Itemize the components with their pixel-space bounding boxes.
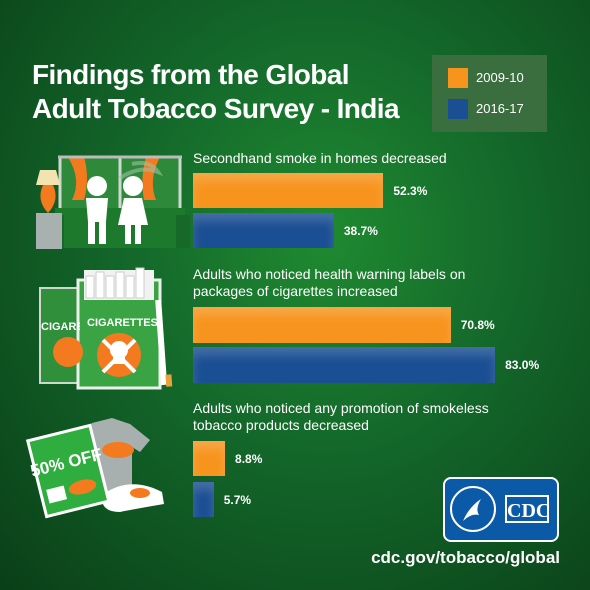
hhs-emblem (450, 486, 496, 532)
legend-swatch (448, 99, 468, 119)
value-label: 70.8% (460, 318, 495, 332)
value-label: 8.8% (235, 451, 263, 466)
category-label: Adults who noticed health warning labels… (193, 266, 466, 299)
logo-text: CDC (505, 495, 550, 523)
bar (193, 441, 226, 476)
legend-label: 2009-10 (476, 70, 524, 85)
logo: CDC (443, 477, 559, 542)
category-label: Adults who noticed any promotion of smok… (193, 400, 489, 433)
title: Findings from the Global Adult Tobacco S… (32, 59, 400, 124)
room-illustration (36, 155, 190, 249)
pack-label: CIGARETTES (41, 321, 112, 333)
pack-label: CIGARETTES (87, 317, 158, 329)
legend-swatch (448, 68, 468, 88)
legend-label: 2016-17 (476, 101, 524, 116)
promotion-illustration: 50% OFF (25, 418, 164, 519)
category-label: Secondhand smoke in homes decreased (193, 150, 447, 166)
cigarette-illustration: CIGARETTES CIGARETTES (39, 267, 173, 390)
value-label: 52.3% (393, 183, 428, 198)
source-url: cdc.gov/tobacco/global (371, 548, 560, 567)
value-label: 83.0% (505, 358, 540, 372)
bar (193, 347, 496, 383)
bar (193, 213, 334, 248)
value-label: 38.7% (343, 223, 378, 238)
bar (193, 307, 451, 343)
value-label: 5.7% (223, 492, 252, 507)
bar (193, 173, 384, 208)
bar (193, 482, 214, 517)
legend: 2009-10 2016-17 (432, 55, 547, 132)
